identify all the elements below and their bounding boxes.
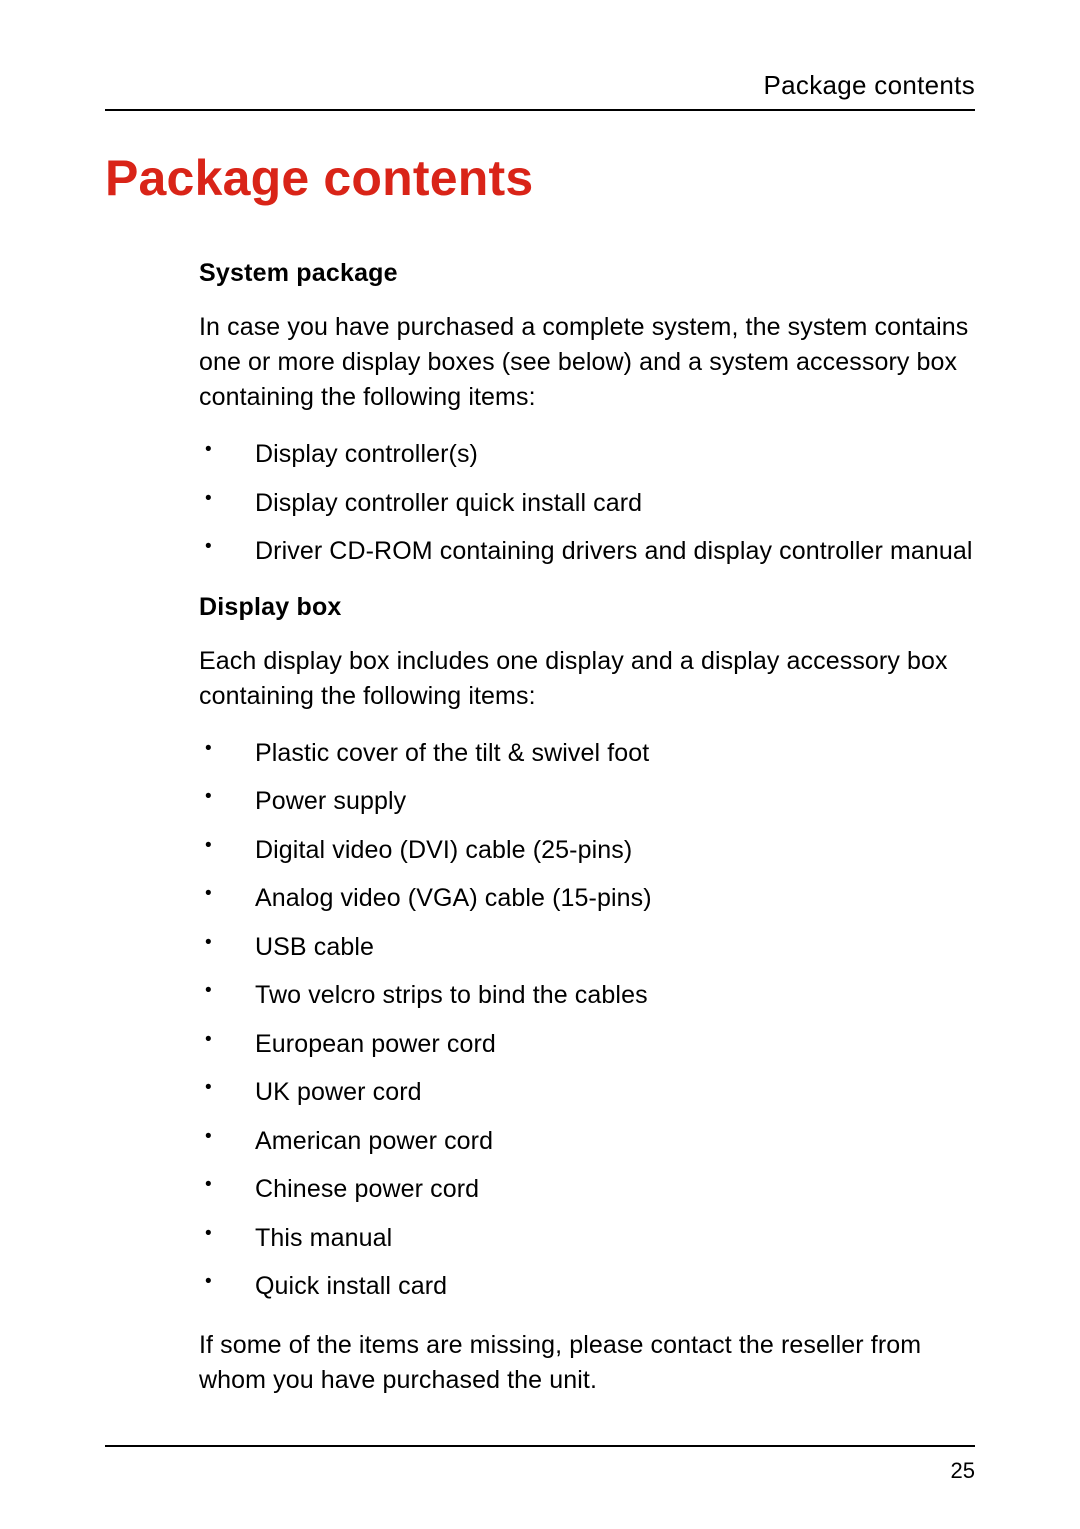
system-package-intro: In case you have purchased a complete sy… <box>199 310 975 415</box>
display-box-intro: Each display box includes one display an… <box>199 644 975 714</box>
page-number: 25 <box>951 1458 975 1484</box>
content-area: System package In case you have purchase… <box>105 259 975 1398</box>
list-item: USB cable <box>199 930 975 965</box>
list-item: Display controller quick install card <box>199 486 975 521</box>
list-item: European power cord <box>199 1027 975 1062</box>
display-box-heading: Display box <box>199 593 975 622</box>
footer-rule <box>105 1445 975 1447</box>
list-item: Digital video (DVI) cable (25-pins) <box>199 833 975 868</box>
list-item: Quick install card <box>199 1269 975 1304</box>
page-title: Package contents <box>105 149 975 207</box>
list-item: Analog video (VGA) cable (15-pins) <box>199 881 975 916</box>
list-item: Display controller(s) <box>199 437 975 472</box>
list-item: American power cord <box>199 1124 975 1159</box>
list-item: Chinese power cord <box>199 1172 975 1207</box>
list-item: Driver CD-ROM containing drivers and dis… <box>199 534 975 569</box>
display-box-list: Plastic cover of the tilt & swivel foot … <box>199 736 975 1304</box>
display-box-closing: If some of the items are missing, please… <box>199 1328 975 1398</box>
list-item: Power supply <box>199 784 975 819</box>
list-item: Two velcro strips to bind the cables <box>199 978 975 1013</box>
system-package-heading: System package <box>199 259 975 288</box>
system-package-list: Display controller(s) Display controller… <box>199 437 975 569</box>
list-item: Plastic cover of the tilt & swivel foot <box>199 736 975 771</box>
list-item: This manual <box>199 1221 975 1256</box>
list-item: UK power cord <box>199 1075 975 1110</box>
header-section-label: Package contents <box>105 70 975 111</box>
